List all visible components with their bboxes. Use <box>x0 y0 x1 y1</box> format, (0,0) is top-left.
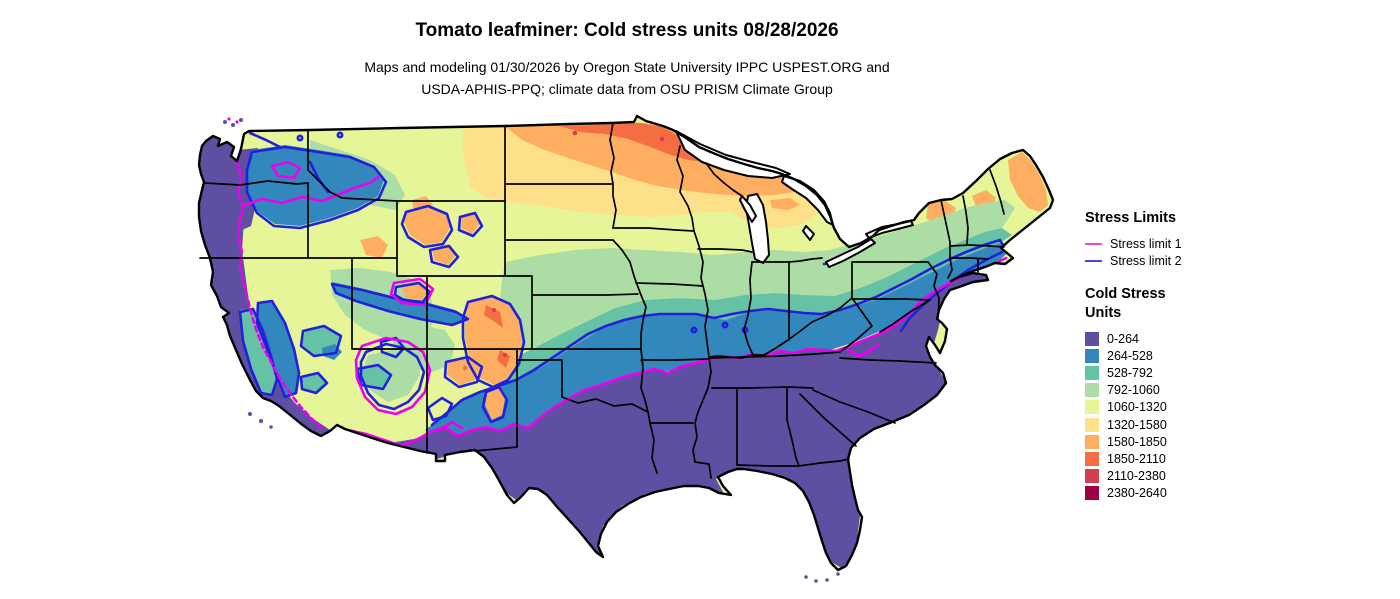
color-swatch <box>1085 469 1099 484</box>
lake-erie <box>825 238 876 268</box>
region-fill <box>500 200 1015 352</box>
region-fill <box>360 236 388 258</box>
swatch-label: 1850-2110 <box>1107 451 1166 466</box>
region-fill <box>404 205 450 245</box>
state-borders <box>199 122 1005 479</box>
region-fill <box>246 145 384 226</box>
color-swatch <box>1085 348 1099 363</box>
lake-huron <box>781 175 834 226</box>
legend: Stress Limits Stress limit 1 Stress limi… <box>1085 210 1385 502</box>
swatch-label: 2380-2640 <box>1107 486 1167 501</box>
stress1-dot <box>227 117 231 121</box>
region-fill <box>505 123 806 196</box>
florida-key <box>804 575 808 579</box>
stress-limit-1-line <box>1085 242 1102 245</box>
legend-swatch-row: 2380-2640 <box>1085 485 1385 502</box>
swatch-label: 2110-2380 <box>1107 469 1166 484</box>
region-fill <box>358 364 390 388</box>
color-swatch <box>1085 486 1099 501</box>
stress-limit-1-label: Stress limit 1 <box>1110 236 1182 251</box>
florida-key <box>836 572 840 576</box>
channel-island <box>259 419 263 423</box>
region-fill <box>400 282 428 300</box>
stress-limit-1-contour <box>229 126 1008 448</box>
legend-swatch-row: 264-528 <box>1085 347 1385 364</box>
subtitle-line-2: USDA-APHIS-PPQ; climate data from OSU PR… <box>421 81 833 97</box>
region-fill <box>484 305 503 328</box>
legend-swatch-row: 792-1060 <box>1085 382 1385 399</box>
region-fill <box>447 356 480 385</box>
swatch-label: 792-1060 <box>1107 383 1160 398</box>
swatch-label: 264-528 <box>1107 348 1153 363</box>
swatch-label: 1580-1850 <box>1107 434 1167 449</box>
legend-swatch-row: 2110-2380 <box>1085 468 1385 485</box>
islands <box>223 117 840 583</box>
stress1-dot <box>235 120 239 124</box>
cold-stress-title-line1: Cold Stress <box>1085 286 1166 302</box>
stress-limits-title: Stress Limits <box>1085 210 1177 226</box>
swatch-label: 0-264 <box>1107 331 1139 346</box>
page-title: Tomato leafminer: Cold stress units 08/2… <box>415 20 839 41</box>
swatch-label: 1320-1580 <box>1107 417 1167 432</box>
region-fill <box>485 386 505 420</box>
legend-swatch-row: 1850-2110 <box>1085 450 1385 467</box>
legend-item-stress-limit-1: Stress limit 1 <box>1085 235 1385 252</box>
region-fill <box>330 262 1010 570</box>
color-swatch <box>1085 331 1099 346</box>
saginaw-bay <box>802 225 815 241</box>
channel-island <box>248 412 252 416</box>
legend-swatch-row: 1320-1580 <box>1085 416 1385 433</box>
region-fill <box>1008 152 1048 212</box>
color-swatch <box>1085 434 1099 449</box>
swatch-label: 1060-1320 <box>1107 400 1167 415</box>
swatch-label: 528-792 <box>1107 365 1153 380</box>
color-swatch <box>1085 383 1099 398</box>
map-header: Tomato leafminer: Cold stress units 08/2… <box>0 0 1254 100</box>
region-fill <box>462 365 468 371</box>
san-juan-island <box>223 120 227 124</box>
cold-stress-title-line2: Units <box>1085 305 1122 321</box>
us-map-container <box>185 110 1075 594</box>
color-swatch <box>1085 400 1099 415</box>
san-juan-island <box>231 123 235 127</box>
region-fill <box>503 353 507 357</box>
legend-swatch-row: 528-792 <box>1085 364 1385 381</box>
cold-stress-swatches: 0-264 264-528 528-792 792-1060 1060-1320… <box>1085 330 1385 502</box>
region-fill <box>572 130 578 136</box>
color-swatch <box>1085 451 1099 466</box>
region-fill <box>505 228 1012 382</box>
region-fill <box>425 243 1012 440</box>
region-fill <box>258 300 298 396</box>
region-fill <box>560 123 714 162</box>
florida-key <box>825 578 829 582</box>
legend-swatch-row: 1060-1320 <box>1085 399 1385 416</box>
region-fill <box>659 136 665 142</box>
region-fill <box>770 198 800 210</box>
channel-island <box>269 425 273 429</box>
green-bay <box>739 195 757 223</box>
page-subtitle: Maps and modeling 01/30/2026 by Oregon S… <box>0 56 1254 100</box>
color-swatch <box>1085 365 1099 380</box>
legend-swatch-row: 1580-1850 <box>1085 433 1385 450</box>
us-map <box>197 114 1055 583</box>
region-fill <box>492 308 496 312</box>
us-outline <box>197 114 1055 572</box>
region-fill <box>461 212 480 234</box>
lake-superior <box>675 130 791 179</box>
legend-swatch-row: 0-264 <box>1085 330 1385 347</box>
subtitle-line-1: Maps and modeling 01/30/2026 by Oregon S… <box>364 59 890 75</box>
stress-limit-2-label: Stress limit 2 <box>1110 253 1182 268</box>
region-fill <box>240 308 276 394</box>
legend-item-stress-limit-2: Stress limit 2 <box>1085 252 1385 269</box>
great-lakes <box>675 130 914 268</box>
color-swatch <box>1085 417 1099 432</box>
san-juan-island <box>239 118 243 122</box>
florida-key <box>814 579 818 583</box>
cold-stress-title: Cold Stress Units <box>1085 285 1385 323</box>
stress-limit-2-line <box>1085 259 1102 262</box>
